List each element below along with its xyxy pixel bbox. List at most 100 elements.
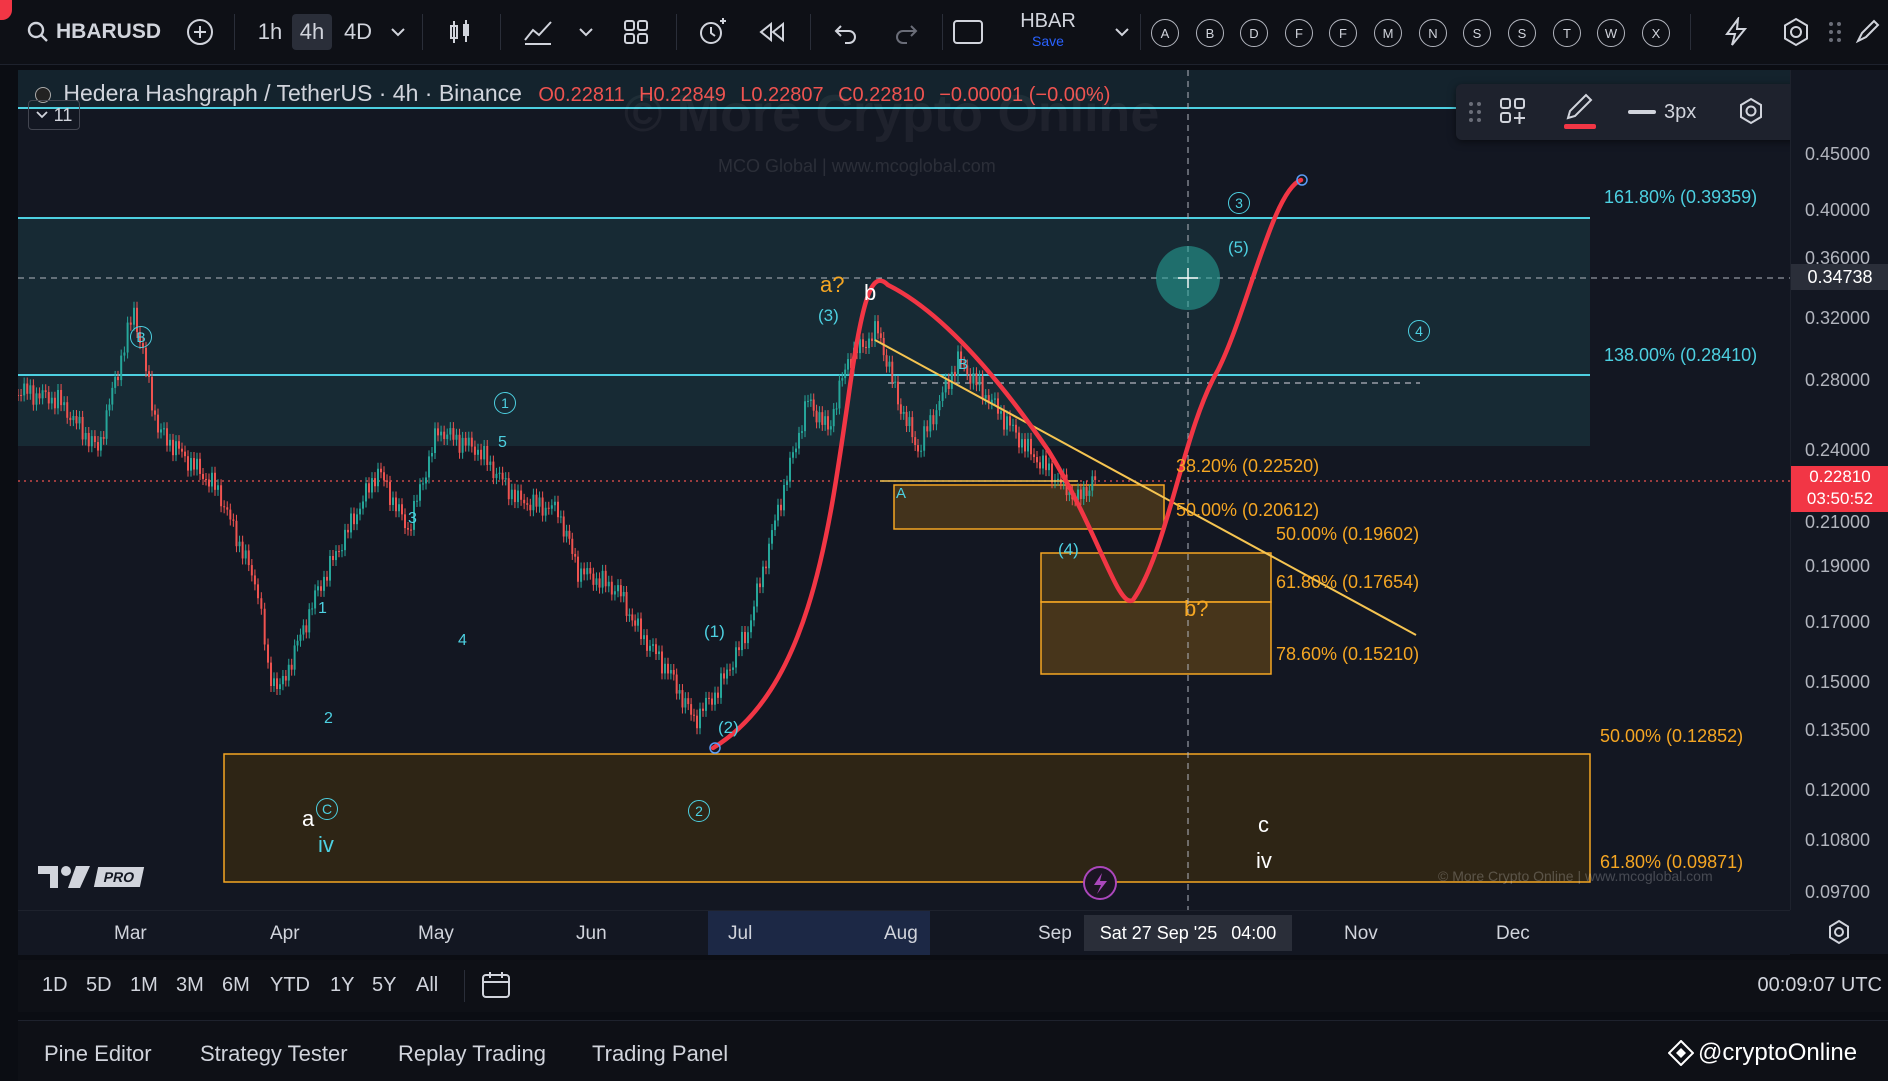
quick-letter-n[interactable]: N (1419, 19, 1447, 47)
candle-body (783, 485, 785, 511)
range-1d[interactable]: 1D (42, 974, 68, 996)
utc-clock[interactable]: 00:09:07 UTC (1757, 974, 1882, 996)
candle-body (99, 437, 102, 451)
go-to-date-button[interactable] (480, 970, 516, 1002)
candle-body (407, 528, 409, 530)
quick-letter-t[interactable]: T (1553, 19, 1581, 47)
quick-letter-s2[interactable]: S (1508, 19, 1536, 47)
quick-letter-x[interactable]: X (1642, 19, 1670, 47)
interval-4D[interactable]: 4D (343, 19, 373, 44)
chart-pane[interactable]: Hedera Hashgraph / TetherUS · 4h · Binan… (17, 70, 1798, 910)
legend-title[interactable]: Hedera Hashgraph / TetherUS · 4h · Binan… (63, 80, 522, 106)
range-ytd[interactable]: YTD (270, 974, 310, 996)
projection-start-handle[interactable] (709, 742, 721, 754)
plus-circle-icon (187, 19, 213, 45)
tab-replay-trading[interactable]: Replay Trading (398, 1041, 546, 1066)
quick-letter-f1[interactable]: F (1285, 19, 1313, 47)
layout-button[interactable] (616, 14, 656, 50)
candle-body (205, 478, 207, 480)
range-5y[interactable]: 5Y (372, 974, 397, 996)
search-icon (27, 21, 48, 42)
line-width-button[interactable]: 3px (1628, 98, 1716, 126)
tab-pine-editor[interactable]: Pine Editor (44, 1041, 152, 1066)
range-all[interactable]: All (416, 974, 439, 996)
fib-label-618b: 61.80% (0.09871) (1600, 852, 1744, 872)
candle-body (847, 359, 849, 370)
undo-button[interactable] (826, 14, 866, 50)
candle-body (535, 494, 538, 507)
price-tick: 0.09700 (1805, 882, 1871, 902)
candle-body (696, 715, 698, 729)
candle-body (1077, 489, 1079, 501)
wave-paren-5: (5) (1228, 238, 1249, 257)
axis-settings-button[interactable] (1790, 910, 1888, 954)
interval-4h[interactable]: 4h (292, 14, 332, 50)
candle-body (401, 504, 403, 515)
quick-letter-b[interactable]: B (1196, 19, 1224, 47)
pencil-tool-button[interactable] (1852, 14, 1882, 50)
candle-body (347, 529, 349, 533)
indicators-collapse-button[interactable]: 11 (28, 100, 80, 130)
drag-handle-icon[interactable] (1828, 20, 1842, 44)
projection-end-handle[interactable] (1296, 174, 1308, 186)
quick-letter-s1[interactable]: S (1463, 19, 1491, 47)
line-color-button[interactable] (1560, 90, 1600, 132)
candle-body (640, 618, 642, 640)
replay-button[interactable] (752, 14, 792, 50)
candle-body (807, 400, 809, 402)
templates-button[interactable] (1498, 96, 1534, 128)
quick-letter-a[interactable]: A (1151, 19, 1179, 47)
settings-button[interactable] (1776, 14, 1816, 50)
range-1y[interactable]: 1Y (330, 974, 355, 996)
candle-body (553, 501, 556, 506)
price-axis[interactable]: 0.45000 0.40000 0.36000 0.32000 0.28000 … (1790, 70, 1888, 910)
candle-body (586, 568, 589, 575)
quick-letter-f2[interactable]: F (1329, 19, 1357, 47)
layout-dropdown[interactable] (1110, 14, 1134, 50)
range-1m[interactable]: 1M (130, 974, 158, 996)
quick-letter-w[interactable]: W (1597, 19, 1625, 47)
candle-body (966, 365, 969, 375)
range-5d[interactable]: 5D (86, 974, 112, 996)
candle-body (440, 431, 443, 436)
candle-body (987, 395, 990, 404)
wave-minor-4: 4 (458, 632, 467, 649)
candle-body (835, 408, 838, 410)
layout-name[interactable]: HBAR Save (1018, 10, 1078, 49)
candle-body (631, 614, 634, 621)
chart-type-button[interactable] (440, 14, 480, 50)
drawing-settings-button[interactable] (1736, 96, 1768, 128)
time-label: Nov (1344, 923, 1378, 944)
quick-letter-m[interactable]: M (1374, 19, 1402, 47)
toolbar-drag-handle-icon[interactable] (1468, 100, 1482, 124)
candle-body (1079, 489, 1082, 500)
symbol-search-button[interactable]: HBARUSD (26, 14, 161, 50)
candle-body (899, 404, 902, 414)
interval-dropdown[interactable] (384, 14, 412, 50)
quick-search-button[interactable] (1716, 14, 1756, 50)
range-6m[interactable]: 6M (222, 974, 250, 996)
candle-body (480, 449, 483, 460)
chart-canvas[interactable] (17, 70, 1798, 910)
tab-strategy-tester[interactable]: Strategy Tester (200, 1041, 348, 1066)
indicators-button[interactable] (518, 14, 558, 50)
alert-button[interactable] (692, 14, 732, 50)
time-axis[interactable]: Mar Apr May Jun Jul Aug Sep Nov Dec Sat … (18, 910, 1790, 955)
candle-body (23, 383, 26, 396)
interval-1h[interactable]: 1h (257, 19, 283, 44)
candle-body (235, 520, 238, 547)
tab-trading-panel[interactable]: Trading Panel (592, 1041, 729, 1066)
indicators-dropdown[interactable] (574, 14, 598, 50)
candle-body (649, 645, 651, 651)
candle-body (53, 397, 56, 409)
crosshair-date: Sat 27 Sep '25 (1099, 922, 1218, 943)
redo-button[interactable] (886, 14, 926, 50)
candle-body (571, 538, 574, 554)
quick-letter-d[interactable]: D (1240, 19, 1268, 47)
candle-body (380, 468, 382, 473)
candle-body (284, 676, 287, 681)
add-symbol-button[interactable] (182, 14, 218, 50)
fullscreen-button[interactable] (948, 14, 988, 50)
candle-body (667, 663, 669, 674)
range-3m[interactable]: 3M (176, 974, 204, 996)
